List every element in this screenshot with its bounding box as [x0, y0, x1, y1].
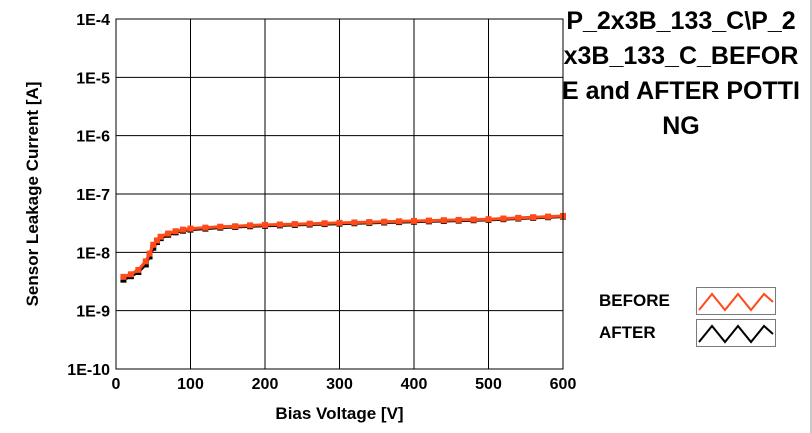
x-axis-title: Bias Voltage [V] [275, 404, 403, 423]
data-point-after [142, 261, 149, 268]
legend-line-before-path [698, 292, 774, 312]
data-point-before [530, 214, 537, 221]
data-point-before [276, 221, 283, 228]
data-point-before [381, 218, 388, 225]
data-point-before [411, 217, 417, 224]
legend-label-before: BEFORE [599, 291, 670, 310]
data-point-before [202, 224, 209, 231]
y-tick-label: 1E-5 [76, 70, 110, 87]
data-point-before [232, 223, 239, 230]
x-tick-label: 100 [177, 376, 204, 393]
x-tick-label: 600 [550, 376, 577, 393]
data-point-before [142, 258, 149, 265]
y-tick-label: 1E-6 [76, 129, 110, 146]
legend-line-after [698, 324, 774, 344]
x-tick-label: 200 [252, 376, 279, 393]
data-point-before [165, 230, 172, 237]
legend-label-after: AFTER [599, 323, 656, 342]
legend-swatch-before[interactable] [696, 287, 776, 315]
data-point-before [172, 228, 179, 235]
data-point-before [396, 218, 403, 225]
legend-line-after-path [698, 324, 774, 344]
data-point-before [321, 220, 328, 227]
data-point-before [336, 219, 343, 226]
data-point-before [180, 226, 187, 233]
y-tick-label: 1E-9 [76, 304, 110, 321]
legend-item-before[interactable]: BEFORE [588, 285, 784, 317]
data-point-before [262, 221, 268, 228]
series-before [120, 212, 566, 280]
data-point-before [247, 222, 254, 229]
legend-line-before [698, 292, 774, 312]
data-point-before [545, 213, 552, 220]
series-layer [120, 212, 566, 283]
data-point-before [485, 216, 492, 223]
y-tick-labels: 1E-10 1E-9 1E-8 1E-7 1E-6 1E-5 1E-4 [67, 12, 110, 379]
data-point-before [366, 219, 373, 226]
data-point-before [515, 214, 522, 221]
data-point-before [500, 215, 507, 222]
legend-swatch-after[interactable] [696, 319, 776, 347]
data-point-before [153, 237, 160, 244]
data-point-before [306, 220, 313, 227]
data-point-before [470, 216, 477, 223]
y-tick-label: 1E-8 [76, 245, 110, 262]
data-point-before [150, 241, 157, 248]
x-tick-label: 0 [112, 376, 121, 393]
y-axis-title: Sensor Leakage Current [A] [23, 82, 42, 307]
y-tick-label: 1E-4 [76, 12, 110, 29]
data-point-before [157, 233, 164, 240]
data-point-before [440, 217, 447, 224]
x-tick-labels: 0 100 200 300 400 500 600 [112, 376, 577, 393]
y-tick-label: 1E-7 [76, 187, 110, 204]
data-point-before [351, 219, 358, 226]
data-point-before [425, 217, 432, 224]
data-point-before [455, 216, 462, 223]
x-tick-label: 500 [475, 376, 502, 393]
legend: BEFORE AFTER [588, 283, 784, 349]
x-tick-label: 400 [401, 376, 428, 393]
chart-title: P_2x3B_133_C\P_2x3B_133_C_BEFORE and AFT… [562, 7, 800, 140]
data-point-before [120, 273, 127, 280]
data-point-before [217, 223, 224, 230]
data-point-before [135, 266, 142, 273]
data-point-before [291, 221, 298, 228]
x-tick-label: 300 [326, 376, 353, 393]
data-point-before [146, 250, 153, 257]
legend-item-after[interactable]: AFTER [588, 317, 784, 349]
plot-frame [115, 18, 564, 370]
y-tick-label: 1E-10 [67, 362, 110, 379]
data-point-before [127, 271, 134, 278]
data-point-before [187, 225, 194, 232]
